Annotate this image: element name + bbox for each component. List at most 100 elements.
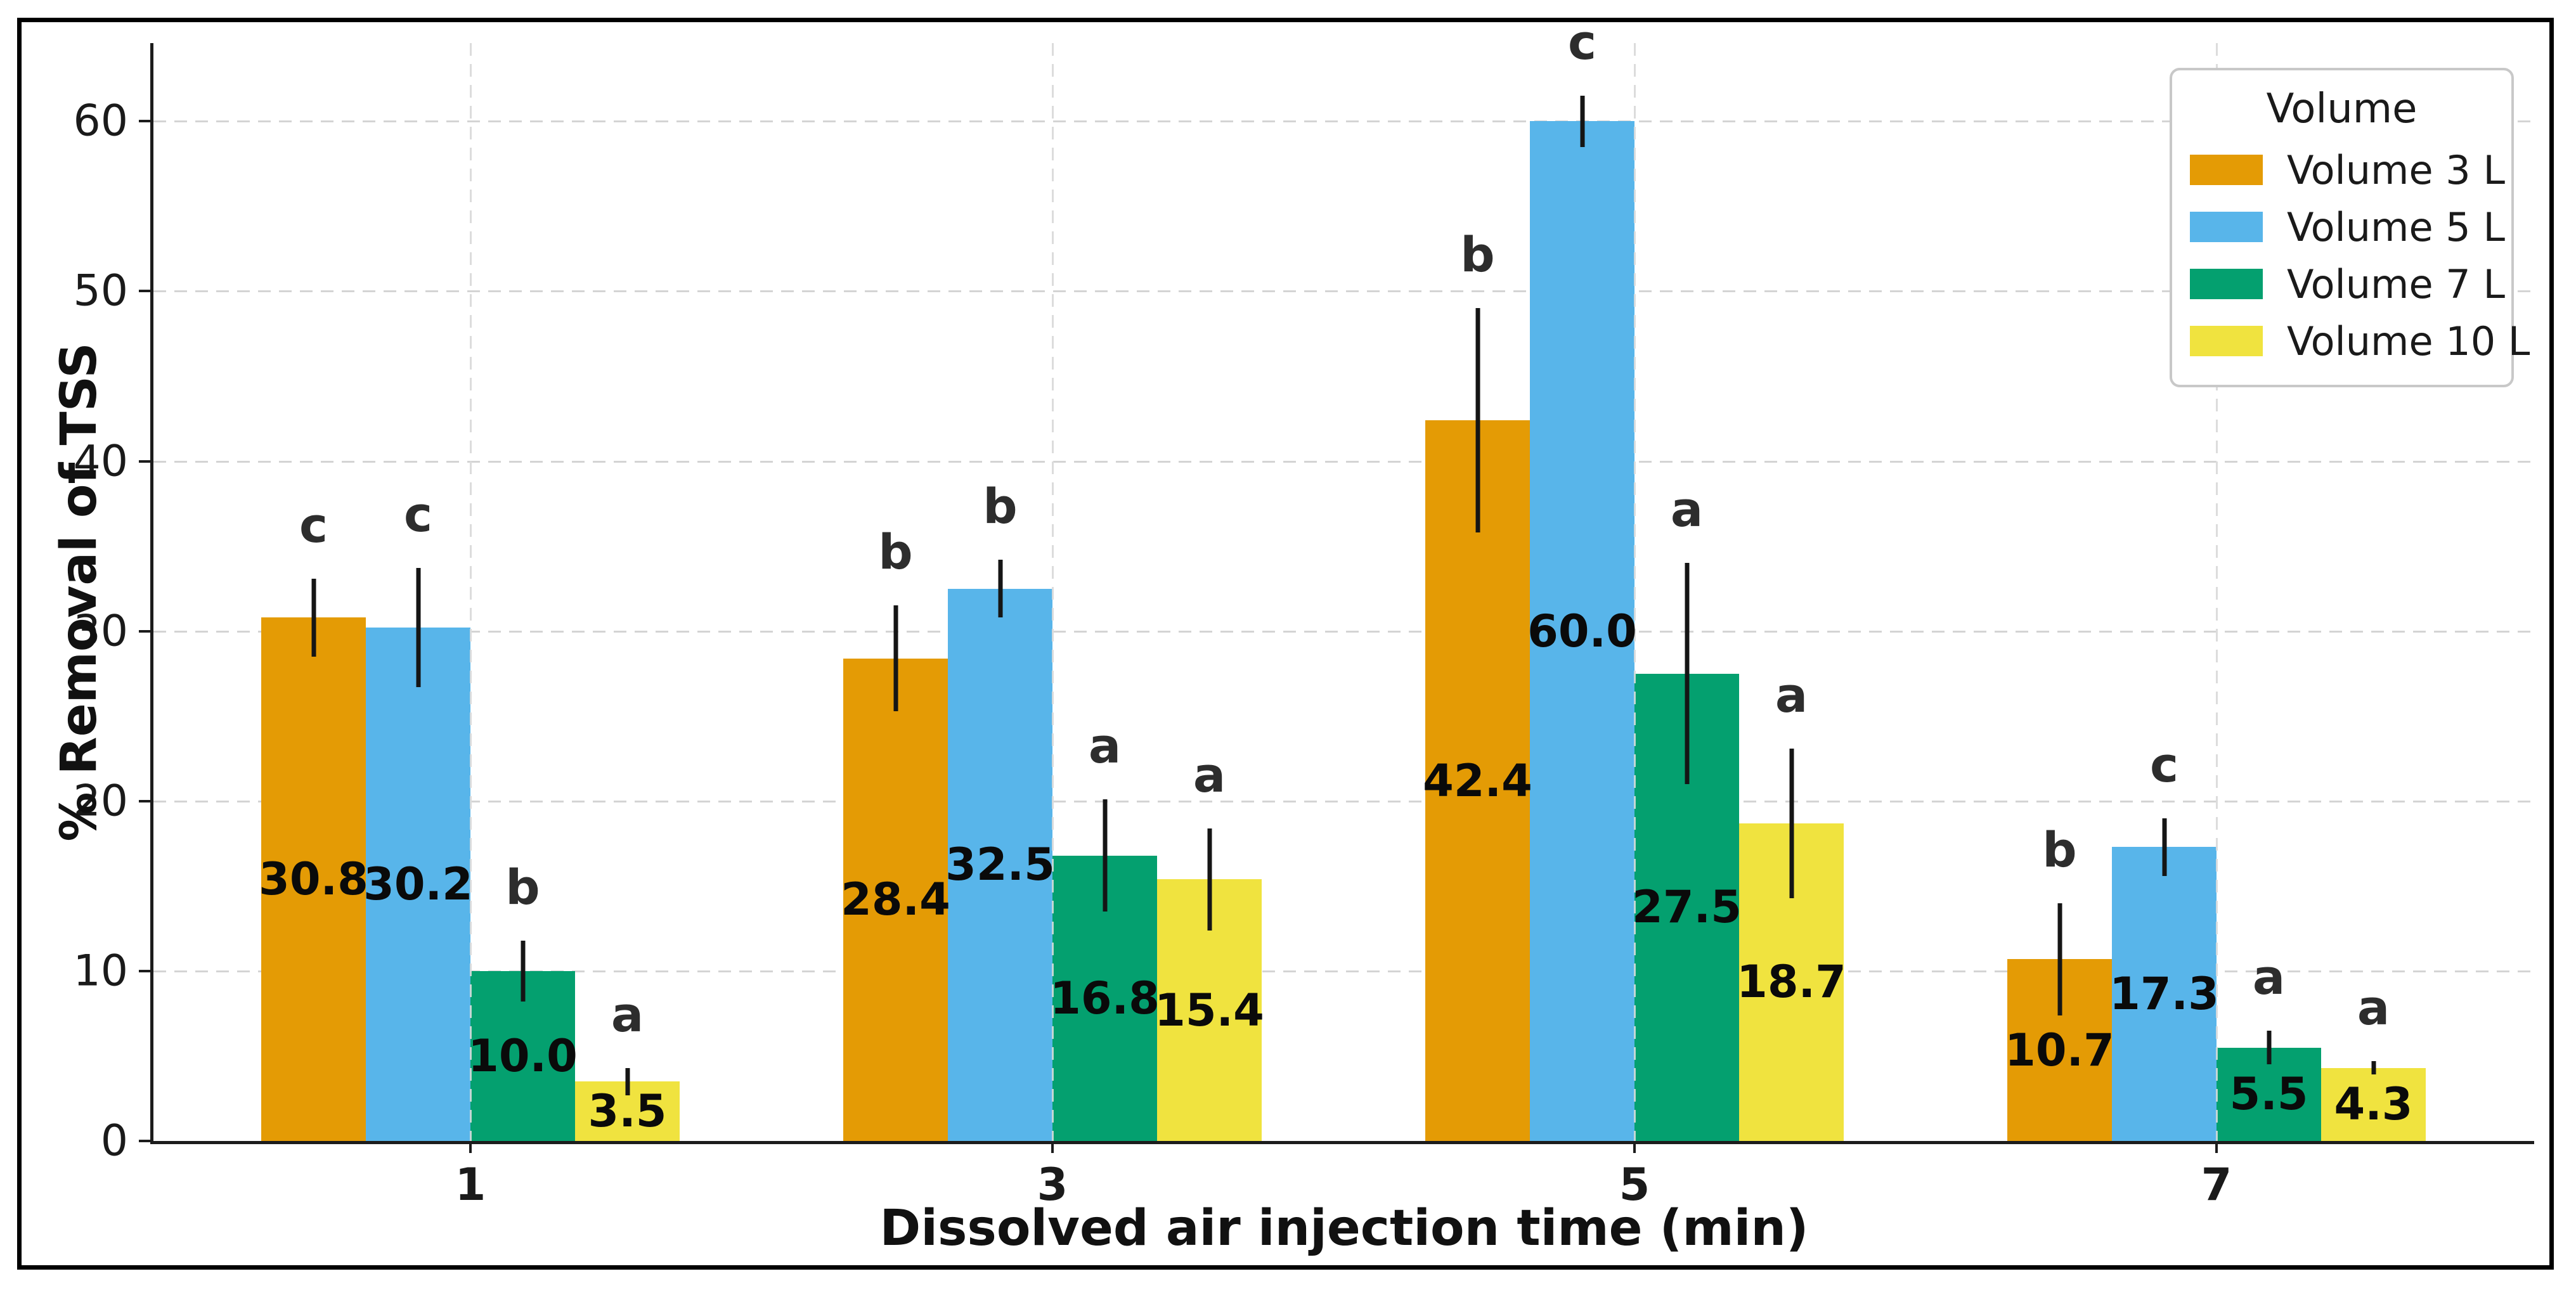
x-tick (469, 1144, 472, 1153)
bar (1530, 121, 1634, 1141)
bar (366, 628, 470, 1141)
y-tick (139, 120, 150, 123)
y-tick (139, 629, 150, 633)
bar (2321, 1067, 2426, 1141)
bar-value-label: 42.4 (1423, 754, 1532, 807)
error-bar (998, 560, 1002, 618)
bar (948, 588, 1052, 1141)
significance-letter: c (2149, 736, 2179, 793)
bar-value-label: 32.5 (945, 839, 1055, 891)
significance-letter: b (878, 524, 913, 581)
error-bar (2371, 1060, 2376, 1075)
significance-letter: b (1460, 226, 1495, 283)
legend-swatch (2190, 326, 2263, 356)
y-tick (139, 290, 150, 293)
error-bar (625, 1067, 630, 1095)
legend-title: Volume (2266, 86, 2417, 132)
v-gridline-overlay (1052, 43, 1054, 1141)
error-bar (2162, 818, 2166, 876)
error-bar (2057, 903, 2062, 1015)
significance-letter: c (403, 486, 433, 543)
bar-value-label: 16.8 (1050, 972, 1160, 1024)
error-bar (1789, 748, 1794, 898)
legend-item: Volume 7 L (2190, 255, 2505, 312)
bar (2112, 847, 2217, 1141)
h-gridline (153, 970, 2534, 972)
x-axis-spine (150, 1141, 2534, 1144)
significance-letter: a (1775, 666, 1808, 723)
bar-value-label: 60.0 (1527, 605, 1637, 657)
y-tick-label: 60 (73, 96, 128, 146)
y-tick-label: 0 (100, 1116, 128, 1166)
significance-letter: a (611, 986, 644, 1043)
h-gridline (153, 800, 2534, 802)
error-bar (1580, 96, 1584, 147)
bar-value-label: 27.5 (1632, 881, 1742, 934)
legend-swatch (2190, 269, 2263, 299)
x-tick (1633, 1144, 1636, 1153)
bar-value-label: 18.7 (1737, 956, 1846, 1008)
legend-rows: Volume 3 L Volume 5 L Volume 7 L Volume 10 … (2190, 141, 2530, 370)
x-tick-label: 1 (455, 1159, 486, 1211)
bar-value-label: 10.0 (468, 1029, 578, 1082)
h-gridline (153, 630, 2534, 633)
error-bar (2267, 1030, 2271, 1065)
bar-value-label: 5.5 (2229, 1068, 2308, 1121)
significance-letter: a (2252, 948, 2286, 1005)
error-bar (893, 605, 898, 711)
error-bar (1207, 828, 1212, 931)
v-gridline-overlay (470, 43, 472, 1141)
x-tick (1051, 1144, 1054, 1153)
y-axis-title: % Removal of TSS (51, 342, 108, 842)
bar-value-label: 30.2 (363, 858, 473, 911)
bar (261, 617, 366, 1141)
x-axis-title: Dissolved air injection time (min) (879, 1200, 1809, 1257)
error-bar (1475, 308, 1480, 533)
significance-letter: a (1670, 481, 1704, 538)
y-tick-label: 50 (73, 266, 128, 316)
legend-item-label: Volume 7 L (2287, 261, 2505, 307)
x-tick-label: 3 (1037, 1159, 1068, 1211)
legend-item: Volume 5 L (2190, 198, 2505, 255)
y-tick-label: 40 (73, 436, 128, 487)
legend-box: Volume Volume 3 L Volume 5 L Volume 7 L Vol… (2170, 68, 2530, 387)
significance-letter: c (299, 496, 328, 553)
legend-item: Volume 10 L (2190, 312, 2530, 370)
y-tick-label: 20 (73, 776, 128, 827)
y-tick-label: 30 (73, 606, 128, 657)
significance-letter: b (505, 858, 540, 915)
bar-value-label: 3.5 (588, 1085, 667, 1138)
legend-swatch (2190, 155, 2263, 185)
x-tick (2215, 1144, 2218, 1153)
significance-letter: a (1193, 746, 1226, 803)
y-tick-label: 10 (73, 946, 128, 996)
bar-value-label: 17.3 (2109, 968, 2219, 1021)
bar (1425, 420, 1530, 1141)
significance-letter: b (983, 478, 1018, 535)
y-tick (139, 799, 150, 802)
legend-swatch (2190, 212, 2263, 242)
h-gridline (153, 290, 2534, 293)
y-axis-spine (150, 43, 153, 1144)
bar (843, 658, 948, 1141)
v-gridline-overlay (2216, 43, 2218, 1141)
significance-letter: a (1088, 718, 1122, 775)
bar-value-label: 4.3 (2334, 1078, 2413, 1131)
legend-item-label: Volume 10 L (2287, 318, 2530, 364)
legend-item: Volume 3 L (2190, 141, 2505, 198)
error-bar (311, 578, 316, 657)
bar-value-label: 28.4 (841, 873, 950, 926)
legend-item-label: Volume 5 L (2287, 203, 2505, 250)
x-tick-label: 5 (1619, 1159, 1650, 1211)
h-gridline (153, 120, 2534, 123)
significance-letter: b (2042, 821, 2077, 878)
bar-value-label: 10.7 (2005, 1024, 2114, 1076)
error-bar (1685, 563, 1689, 784)
bar-value-label: 30.8 (259, 853, 368, 906)
error-bar (521, 940, 525, 1002)
y-tick (139, 969, 150, 972)
y-tick (139, 460, 150, 463)
bar-value-label: 15.4 (1155, 984, 1264, 1036)
significance-letter: c (1567, 14, 1597, 71)
